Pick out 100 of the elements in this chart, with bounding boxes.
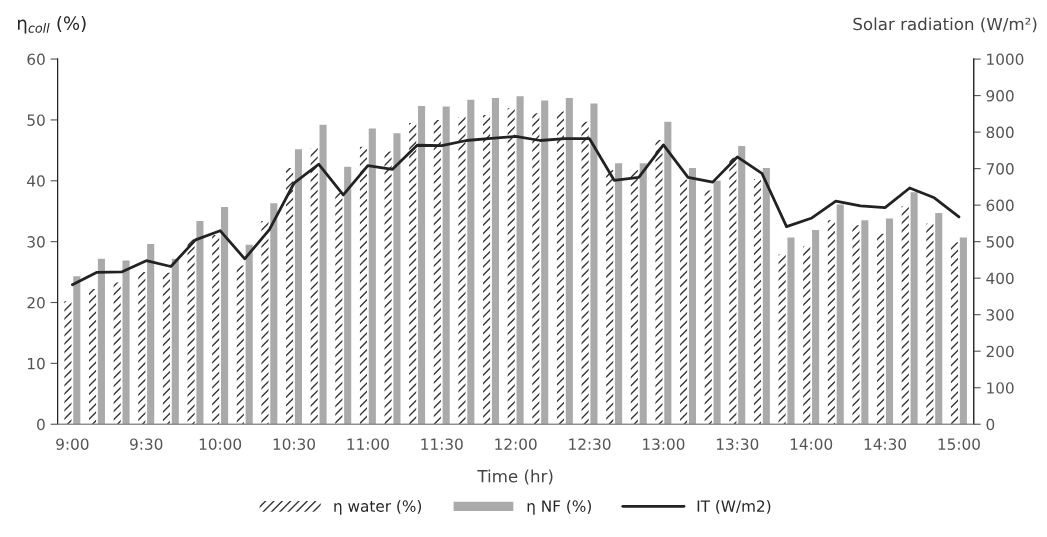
bar	[877, 233, 885, 425]
y2-tick-label: 700	[986, 163, 1014, 175]
bar	[491, 98, 499, 425]
bar	[803, 246, 811, 425]
bar	[418, 105, 426, 425]
bar	[565, 98, 573, 425]
bar	[664, 121, 672, 425]
bar	[483, 115, 491, 425]
bar	[753, 178, 762, 425]
bar	[885, 218, 894, 425]
bar	[187, 239, 195, 425]
bar	[359, 146, 367, 425]
legend-label: η NF (%)	[527, 500, 591, 515]
y2-tick-label: 200	[986, 345, 1014, 358]
bar	[852, 225, 860, 425]
y-tick-label: 40	[27, 175, 45, 187]
x-tick-label: 13:30	[716, 438, 759, 450]
bar	[113, 282, 121, 425]
x-tick-label: 11:00	[347, 438, 389, 450]
bar	[310, 147, 318, 425]
bar	[245, 244, 253, 425]
x-tick-label: 10:30	[273, 438, 315, 450]
bar	[458, 116, 466, 425]
bar	[319, 124, 327, 425]
legend-label: IT (W/m2)	[697, 500, 771, 514]
y2-tick-label: 400	[986, 272, 1014, 285]
bar	[286, 168, 294, 425]
bar	[861, 220, 869, 425]
bar	[713, 180, 721, 425]
x-tick-label: 9:30	[130, 438, 163, 450]
x-axis-title: Time (hr)	[477, 469, 553, 485]
bar	[615, 163, 623, 425]
bar	[762, 168, 770, 425]
bar	[738, 146, 746, 425]
y-tick-label: 0	[37, 418, 45, 431]
x-tick-label: 11:30	[421, 438, 463, 450]
bar	[467, 99, 475, 425]
bar	[64, 301, 72, 425]
y2-tick-label: 1000	[987, 53, 1024, 66]
bar	[138, 272, 146, 425]
bar	[212, 234, 220, 425]
y2-tick-label: 500	[986, 236, 1014, 248]
bar	[901, 206, 909, 425]
y2-tick-label: 0	[986, 418, 995, 431]
bar	[507, 108, 515, 425]
bar	[778, 254, 786, 425]
bar	[926, 223, 934, 425]
y2-axis-title: Solar radiation (W/m²)	[853, 17, 1037, 33]
bar	[261, 220, 269, 425]
bar	[590, 103, 598, 425]
bar	[171, 258, 179, 425]
bar	[442, 106, 450, 425]
bar	[959, 237, 967, 425]
bar	[935, 213, 943, 425]
y-tick-label: 10	[28, 357, 45, 370]
bar	[606, 169, 614, 425]
y-tick-label: 60	[27, 53, 45, 66]
bar	[409, 122, 417, 425]
bar	[556, 111, 565, 425]
y2-tick-label: 800	[986, 126, 1014, 139]
bar	[910, 192, 918, 425]
bar	[196, 220, 204, 425]
bar	[787, 237, 795, 425]
bar	[344, 166, 352, 425]
bar	[384, 151, 392, 425]
x-tick-label: 12:30	[569, 438, 611, 450]
x-tick-label: 12:00	[495, 438, 537, 450]
legend-label: η water (%)	[334, 500, 422, 515]
bar	[162, 272, 170, 425]
bar	[950, 242, 959, 425]
bar	[655, 140, 663, 425]
bar	[368, 128, 376, 425]
bar	[294, 149, 302, 425]
y2-tick-label: 300	[986, 309, 1014, 321]
line-series	[70, 135, 961, 287]
bar	[393, 133, 401, 425]
bar	[688, 168, 697, 425]
bar	[147, 244, 155, 425]
y2-tick-label: 100	[987, 382, 1014, 394]
bar	[581, 121, 589, 425]
x-tick-label: 10:00	[199, 438, 242, 450]
x-tick-label: 15:00	[938, 438, 980, 450]
y-tick-label: 50	[27, 114, 45, 126]
y-tick-label: 30	[27, 236, 45, 248]
bar	[532, 113, 540, 425]
bar	[639, 163, 647, 425]
x-tick-label: 14:00	[790, 438, 833, 450]
bar	[729, 157, 737, 425]
bar	[836, 204, 844, 425]
bar	[680, 179, 688, 425]
bar	[433, 119, 441, 425]
x-tick-label: 14:30	[864, 438, 907, 450]
bar	[630, 169, 638, 425]
bar	[122, 260, 130, 425]
y2-tick-label: 900	[986, 90, 1014, 102]
bar	[516, 96, 524, 425]
bar	[89, 289, 97, 425]
bar	[827, 220, 835, 425]
bar	[812, 230, 820, 425]
y2-tick-label: 600	[986, 199, 1014, 212]
